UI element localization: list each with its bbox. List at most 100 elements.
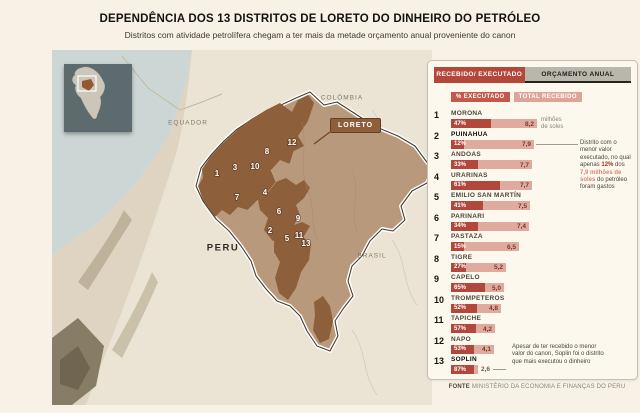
value-label: 6,5 (506, 243, 516, 251)
bar-executado: 27% (451, 262, 467, 272)
country-label-brasil: BRASIL (357, 252, 387, 260)
district-rank: 12 (434, 335, 445, 346)
district-row: 10 TROMPETEROS 52% 4,8 (434, 295, 631, 316)
oil-districts-shape (198, 95, 333, 343)
district-map-marker: 7 (235, 193, 240, 202)
bar-total-recebido: 47% 8,2 (451, 119, 537, 128)
district-name: TIGRE (451, 253, 473, 261)
loreto-map: 1 2 3 4 5 6 7 8 9 10 11 12 13 EQUADOR COLÔMBIA PERU … (52, 50, 432, 405)
district-bars: 12% 7,9 (451, 139, 631, 149)
bar-total-recebido: 33% 7,7 (451, 160, 532, 169)
bar-executado: 12% (451, 139, 467, 149)
bar-total-recebido: 65% 5,0 (451, 283, 504, 292)
annotation-soplin: Apesar de ter recebido o menor valor do … (512, 344, 604, 365)
district-bars: 27% 5,2 (451, 262, 631, 272)
value-label: 7,5 (517, 202, 527, 210)
focus-box (77, 75, 97, 92)
bar-total-recebido: 57% 4,2 (451, 324, 495, 333)
district-map-marker: 2 (268, 226, 273, 235)
district-rank: 11 (434, 315, 444, 325)
bar-total-recebido: 12% 7,9 (451, 139, 534, 149)
pct-label: 12% (454, 141, 467, 147)
district-rank: 4 (434, 171, 440, 182)
district-rank: 10 (434, 294, 445, 305)
district-name: CAPELO (451, 274, 480, 281)
district-row: 4 URARINAS 61% 7,7 (434, 172, 631, 193)
district-map-marker: 12 (288, 138, 297, 147)
pct-label: 34% (454, 223, 467, 229)
district-bar-list: 1 MORONA 47% 8,2 milhões de soles 2 PUINAHUA 12%… (434, 110, 631, 377)
district-bars: 47% 8,2 milhões de soles (451, 116, 631, 130)
loreto-region-badge: LORETO (330, 118, 382, 133)
value-label: 7,7 (519, 182, 529, 189)
district-name: EMILIO SAN MARTÍN (451, 192, 522, 199)
legend-executado: % EXECUTADO (451, 92, 510, 102)
bar-executado: 87% (451, 365, 475, 374)
district-rank: 6 (434, 212, 440, 223)
district-row: 9 CAPELO 65% 5,0 (434, 274, 631, 295)
value-label: 7,9 (521, 141, 531, 148)
pct-label: 57% (454, 325, 467, 332)
value-label: 5,0 (491, 284, 501, 292)
district-row: 2 PUINAHUA 12% 7,9 (434, 131, 631, 152)
tab-recebido-executado[interactable]: RECEBIDO/ EXECUTADO (434, 67, 525, 83)
unit-note: milhões de soles (541, 116, 564, 130)
district-map-marker: 5 (285, 234, 290, 243)
loreto-highlight-shape (82, 79, 94, 91)
bar-total-recebido: 52% 4,8 (451, 303, 501, 313)
district-bars: 53% 4,1 (451, 344, 631, 354)
badge-connector (313, 131, 331, 145)
district-rank: 8 (434, 253, 440, 264)
source-label: FONTE (448, 384, 470, 390)
annotation-connector (493, 369, 507, 370)
value-label: 2,6 (481, 366, 491, 373)
bar-total-recebido: 53% 4,1 (451, 344, 494, 354)
district-rank: 5 (434, 192, 440, 202)
pct-label: 52% (454, 305, 467, 311)
district-bars: 65% 5,0 (451, 283, 631, 292)
pct-label: 27% (454, 264, 467, 270)
district-bars: 57% 4,2 (451, 324, 631, 333)
district-bars: 41% 7,5 (451, 201, 631, 210)
district-map-marker: 10 (251, 162, 260, 171)
source-credit: FONTE MINISTÉRIO DA ECONOMIA E FINANÇAS … (437, 384, 637, 390)
district-bars: 61% 7,7 (451, 180, 631, 190)
district-row: 1 MORONA 47% 8,2 milhões de soles (434, 110, 631, 131)
bar-executado: 33% (451, 160, 478, 169)
pct-label: 41% (454, 202, 467, 209)
district-name: SOPLIN (451, 356, 477, 363)
tab-orcamento-anual[interactable]: ORÇAMENTO ANUAL (524, 67, 631, 83)
value-label: 4,1 (481, 346, 491, 353)
district-map-marker: 9 (296, 214, 301, 223)
district-bars: 87% 2,6 (451, 365, 631, 374)
bar-executado: 41% (451, 201, 484, 210)
pct-label: 47% (454, 120, 467, 127)
pct-label: 87% (454, 366, 467, 373)
value-label: 7,7 (519, 161, 529, 169)
district-name: PASTAZA (451, 233, 483, 240)
value-label: 8,2 (524, 120, 534, 128)
south-america-shape (72, 66, 105, 119)
legend-total-recebido: TOTAL RECEBIDO (513, 92, 582, 102)
district-row: 6 PARINARI 34% 7,4 (434, 213, 631, 234)
bar-executado: 53% (451, 344, 474, 354)
district-map-marker: 8 (265, 147, 270, 156)
district-map-marker: 3 (233, 163, 238, 172)
bar-total-recebido: 61% 7,7 (451, 180, 532, 190)
district-bars: 15% 6,5 (451, 242, 631, 251)
district-name: MORONA (451, 110, 483, 117)
district-rank: 3 (434, 151, 440, 161)
district-map-marker: 1 (215, 169, 220, 178)
district-bars: 52% 4,8 (451, 303, 631, 313)
district-row: 13 SOPLIN 87% 2,6 (434, 356, 631, 377)
district-row: 8 TIGRE 27% 5,2 (434, 254, 631, 275)
value-label: 4,2 (482, 325, 492, 333)
annotation-connector (536, 144, 578, 145)
bar-executado: 65% (451, 283, 486, 292)
district-row: 12 NAPO 53% 4,1 (434, 336, 631, 357)
district-name: PARINARI (451, 212, 485, 220)
district-map-marker: 4 (263, 188, 268, 197)
district-rank: 9 (434, 274, 440, 284)
